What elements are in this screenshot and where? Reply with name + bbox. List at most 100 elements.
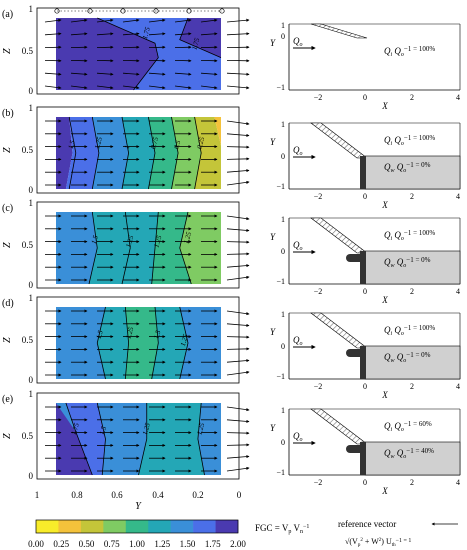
panel-frame [36, 106, 240, 194]
guide-vane [311, 24, 367, 38]
contour-line [171, 116, 179, 190]
inflow-label: Qo [293, 335, 303, 347]
colorbar-label: FGC = Vp Vn−1 [255, 523, 309, 535]
contour-label: 1.5 [95, 329, 105, 340]
wall-region [364, 250, 461, 285]
schematic-x-tick: −2 [314, 287, 323, 296]
x-tick-label: 0.4 [152, 490, 164, 500]
schematic-y-label: Y [270, 423, 276, 433]
schematic: Qo Qi Qo−1 = 100% Qw Qo−1 = 0% 1 0 −1 Y −2 0 2 4 X [270, 215, 461, 305]
colorbar-swatch [148, 520, 171, 533]
velocity-vector [44, 72, 62, 76]
y-tick-label: 0.5 [22, 431, 34, 441]
velocity-vector [226, 180, 250, 186]
contour-line [148, 116, 156, 190]
velocity-vector [226, 347, 250, 351]
wall-block [360, 346, 366, 379]
schematic-x-tick: 4 [456, 192, 460, 201]
velocity-vector [226, 32, 250, 36]
velocity-vector [226, 252, 250, 256]
schematic-y-tick: −1 [276, 277, 285, 286]
contour-label: 1.25 [195, 422, 206, 436]
velocity-vector [148, 18, 166, 23]
panel: 1.75 1.75 (a) 1 0.5 0 Z [2, 4, 250, 96]
x-tick-label: 0.6 [111, 490, 123, 500]
y-tick-label: 1 [29, 103, 34, 113]
velocity-vector [70, 85, 88, 90]
schematic-x-tick: −2 [314, 478, 323, 487]
panel: 1.5 1.25 1 0.75 0.5 0.25 (b) 1 0.5 0 Z [2, 103, 250, 195]
colorbar-tick: 0.75 [104, 539, 120, 549]
y-tick-label: 0 [29, 280, 34, 290]
contour-label: 0.5 [172, 139, 182, 150]
velocity-vector [174, 32, 192, 36]
reference-label: reference vector [338, 519, 396, 529]
panel-label: (c) [2, 203, 13, 214]
velocity-vector [226, 431, 250, 435]
panel-frame [36, 201, 240, 289]
schematic: Qo Qi Qo−1 = 100% Qw Qo−1 = 0% 1 0 −1 Y −2 0 2 4 X [270, 310, 461, 400]
flow-ratio-bottom: Qw Qo−1 = 0% [384, 256, 431, 269]
schematic-x-tick: 2 [410, 192, 414, 201]
schematic-x-label: X [381, 200, 388, 210]
contour-label: 1 [123, 144, 132, 149]
bottom-axis: 1 0.8 0.6 0.4 0.2 0 Y [35, 490, 242, 512]
contour-line [65, 402, 93, 476]
schematic-y-label: Y [270, 137, 276, 147]
velocity-vector [226, 323, 250, 327]
schematic-y-tick: 1 [281, 21, 285, 30]
schematic-y-tick: 0 [281, 247, 285, 256]
contour-line [121, 211, 131, 285]
contour-label: 1.25 [141, 422, 152, 436]
inflow-label: Qo [293, 431, 303, 443]
colorbar-tick: 1.50 [180, 539, 196, 549]
schematic-y-tick: 1 [281, 120, 285, 129]
schematic-x-tick: 2 [410, 93, 414, 102]
probe-marker [219, 8, 225, 14]
guide-vane-outline [310, 23, 368, 39]
contour-label: 1.5 [98, 425, 108, 436]
x-tick-label: 0.2 [192, 490, 203, 500]
flow-ratio-bottom: Qw Qo−1 = 40% [384, 447, 434, 460]
contour-label: 0.75 [149, 136, 160, 150]
contour-fill [122, 117, 155, 189]
contour-label: 1.75 [70, 422, 81, 436]
y-tick-label: 0 [29, 86, 34, 96]
schematic-x-tick: 4 [456, 478, 460, 487]
panel: 1.5 1.25 1.5 1.25 (d) 1 0.5 0 Z [2, 293, 250, 385]
velocity-vector [226, 120, 250, 126]
contour-label: 1.5 [90, 234, 100, 245]
velocity-vector [226, 228, 250, 232]
contour-line [138, 403, 148, 476]
velocity-vector [122, 72, 140, 76]
y-tick-label: 0.5 [22, 335, 34, 345]
velocity-vector [226, 335, 250, 339]
colorbar-swatch [80, 520, 104, 533]
contour-fill [65, 117, 99, 189]
velocity-vector [70, 72, 88, 76]
contour-line [179, 211, 192, 285]
contour-fill [171, 117, 202, 189]
velocity-vector [226, 359, 250, 363]
schematic-x-tick: 0 [363, 192, 367, 201]
colorbar-frame [35, 519, 239, 534]
velocity-vector [226, 157, 250, 161]
velocity-vector [148, 85, 166, 90]
flow-ratio-top: Qi Qo−1 = 60% [384, 420, 432, 433]
contour-label: 1.25 [182, 231, 193, 245]
reference-formula: √(Vp2 + W2) Uth−1 = 1 [345, 537, 411, 548]
schematic-x-tick: 2 [410, 478, 414, 487]
colorbar-tick: 0.25 [53, 539, 69, 549]
contour-line [121, 116, 130, 190]
velocity-vector [226, 72, 250, 76]
y-tick-label: 0.5 [22, 145, 34, 155]
velocity-vector [226, 443, 250, 447]
velocity-vector [200, 32, 218, 36]
schematic-x-tick: 4 [456, 287, 460, 296]
velocity-vector [226, 419, 250, 423]
schematic-x-tick: 4 [456, 382, 460, 391]
schematic-x-label: X [381, 390, 388, 400]
panel-label: (e) [2, 394, 13, 405]
flow-ratio-top: Qi Qo−1 = 100% [384, 229, 435, 242]
contour-line [91, 116, 100, 190]
